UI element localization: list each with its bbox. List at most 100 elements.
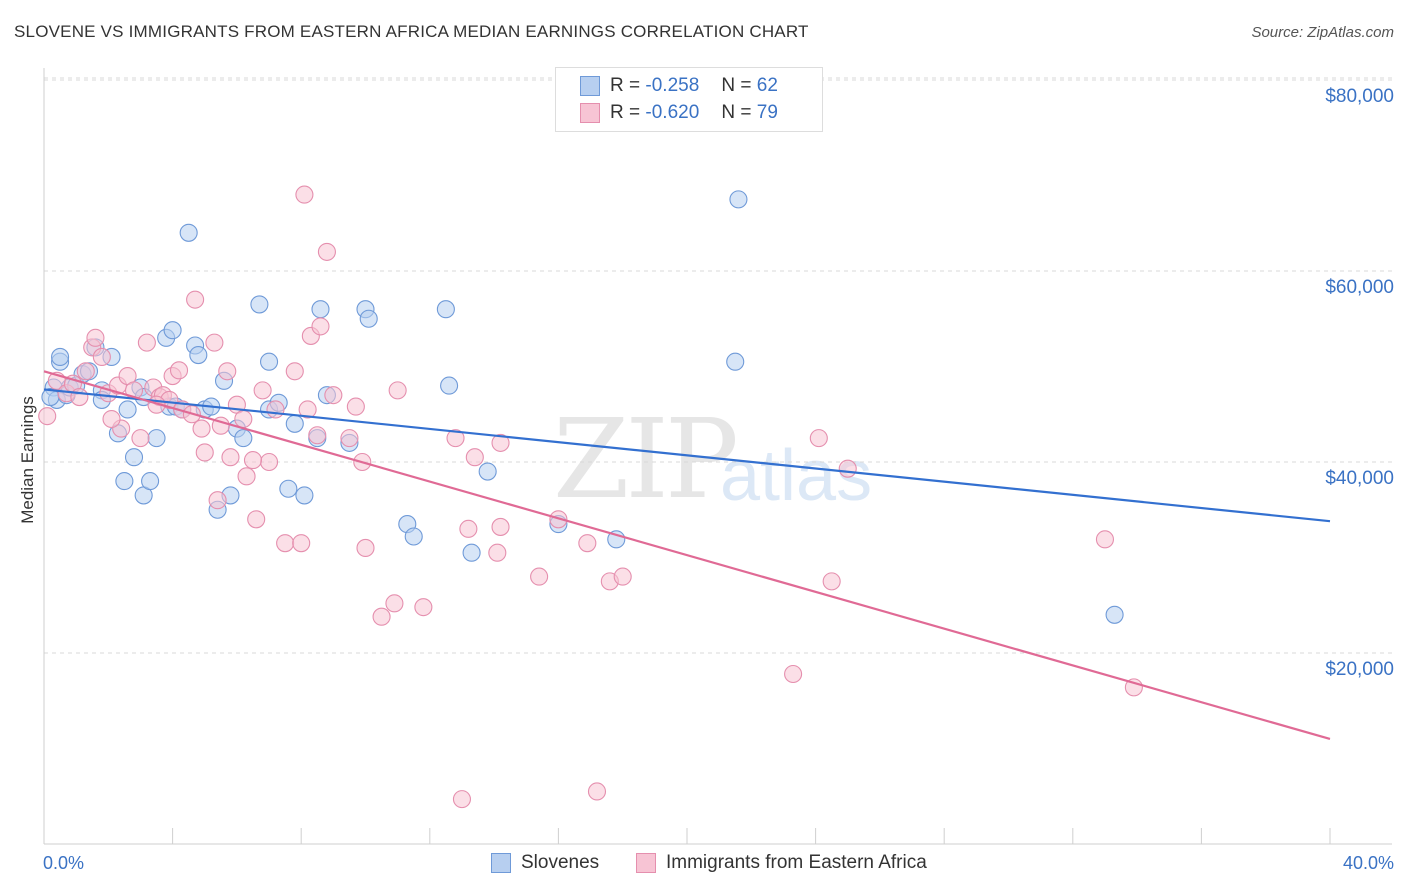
trend-lines	[43, 370, 1331, 741]
slovene-point	[311, 300, 330, 319]
eastern-africa-point	[221, 448, 240, 467]
y-axis-label: Median Earnings	[18, 396, 37, 524]
eastern-africa-point	[324, 386, 343, 405]
slovene-point	[189, 345, 208, 365]
eastern-africa-point	[340, 429, 359, 448]
eastern-africa-point	[491, 517, 510, 536]
slovene-point	[259, 352, 279, 371]
watermark-zip: ZIP	[553, 395, 739, 523]
eastern-africa-point	[137, 333, 156, 352]
eastern-africa-point	[838, 459, 857, 478]
slovene-point	[436, 300, 455, 319]
blue-swatch-icon	[491, 853, 511, 873]
eastern-africa-point	[205, 333, 224, 352]
eastern-africa-point	[446, 429, 465, 448]
eastern-africa-point	[237, 467, 256, 486]
data-points	[38, 185, 1143, 809]
r-value-slovenes: -0.258	[645, 75, 700, 96]
slovene-point	[250, 295, 269, 314]
slovene-point	[285, 414, 304, 433]
eastern-africa-point	[76, 362, 95, 381]
eastern-africa-point	[346, 397, 365, 416]
eastern-africa-point	[285, 362, 304, 381]
slovene-point	[234, 429, 253, 448]
slovene-point	[163, 321, 182, 340]
eastern-africa-point	[192, 419, 211, 438]
eastern-africa-point	[38, 407, 57, 426]
eastern-africa-point	[243, 451, 263, 470]
eastern-africa-point	[276, 534, 295, 553]
eastern-africa-point	[317, 242, 336, 261]
eastern-africa-point	[218, 362, 237, 381]
eastern-africa-point	[295, 185, 314, 204]
eastern-africa-point	[195, 443, 214, 462]
eastern-africa-point	[298, 400, 317, 419]
slovene-point	[478, 462, 497, 481]
slovene-point	[124, 448, 144, 467]
slovene-point	[359, 309, 378, 328]
eastern-africa-point	[86, 328, 105, 347]
eastern-africa-point	[356, 538, 375, 558]
series-0	[41, 190, 1124, 624]
eastern-africa-point	[234, 409, 253, 429]
eastern-africa-point	[208, 491, 227, 510]
eastern-africa-point	[247, 510, 266, 529]
eastern-africa-point	[311, 317, 330, 336]
chart-title: SLOVENE VS IMMIGRANTS FROM EASTERN AFRIC…	[14, 22, 809, 41]
x-tick-max: 40.0%	[1342, 853, 1394, 873]
eastern-africa-point	[372, 607, 391, 626]
axes	[43, 68, 1392, 845]
eastern-africa-point	[388, 381, 407, 400]
eastern-africa-point	[530, 567, 549, 586]
eastern-africa-point	[92, 347, 111, 367]
legend-item-eastern-africa: Immigrants from Eastern Africa	[636, 852, 927, 874]
bottom-legend: Slovenes Immigrants from Eastern Africa	[0, 852, 1406, 878]
eastern-africa-point	[822, 572, 841, 591]
eastern-africa-point	[308, 426, 327, 445]
slovene-point	[729, 190, 748, 209]
eastern-africa-point	[259, 452, 279, 472]
slovene-point	[179, 223, 198, 242]
eastern-africa-point	[784, 664, 803, 684]
slovene-trend-line	[43, 388, 1331, 523]
eastern-africa-point	[491, 433, 510, 452]
eastern-africa-point	[465, 448, 484, 467]
eastern-africa-point	[131, 429, 150, 448]
slovene-point	[118, 400, 137, 419]
eastern-africa-point	[578, 534, 597, 553]
slovene-point	[141, 472, 160, 491]
eastern-africa-point	[414, 598, 433, 617]
y-tick-80000: $80,000	[1325, 86, 1394, 107]
y-tick-20000: $20,000	[1325, 659, 1394, 680]
eastern-africa-point	[1095, 530, 1114, 549]
slovene-point	[726, 352, 745, 371]
eastern-africa-point	[70, 388, 89, 407]
eastern-africa-point	[169, 361, 189, 380]
slovene-point	[115, 472, 134, 491]
pink-swatch-icon	[580, 103, 600, 123]
eastern-africa-point	[292, 534, 311, 553]
legend-row-eastern-africa: R = -0.620 N = 79	[580, 101, 778, 125]
stats-legend: R = -0.258 N = 62 R = -0.620 N = 79	[555, 67, 823, 132]
eastern-africa-point	[186, 290, 205, 309]
eastern-africa-point	[613, 567, 632, 586]
y-tick-40000: $40,000	[1325, 468, 1394, 489]
grid-lines	[44, 77, 1392, 654]
eastern-africa-point	[102, 409, 121, 429]
eastern-africa-point	[459, 519, 478, 538]
eastern-africa-point	[488, 543, 507, 562]
slovene-point	[1105, 605, 1124, 624]
slovene-point	[279, 479, 298, 498]
series-1	[38, 185, 1143, 809]
n-value-slovenes: 62	[756, 75, 778, 96]
slovene-point	[51, 347, 70, 367]
blue-swatch-icon	[580, 76, 600, 96]
slovene-point	[295, 486, 314, 505]
pink-swatch-icon	[636, 853, 656, 873]
y-tick-60000: $60,000	[1325, 277, 1394, 298]
eastern-africa-point	[385, 594, 404, 613]
slovene-point	[147, 429, 166, 448]
legend-item-slovenes: Slovenes	[491, 852, 599, 874]
legend-row-slovenes: R = -0.258 N = 62	[580, 74, 778, 98]
